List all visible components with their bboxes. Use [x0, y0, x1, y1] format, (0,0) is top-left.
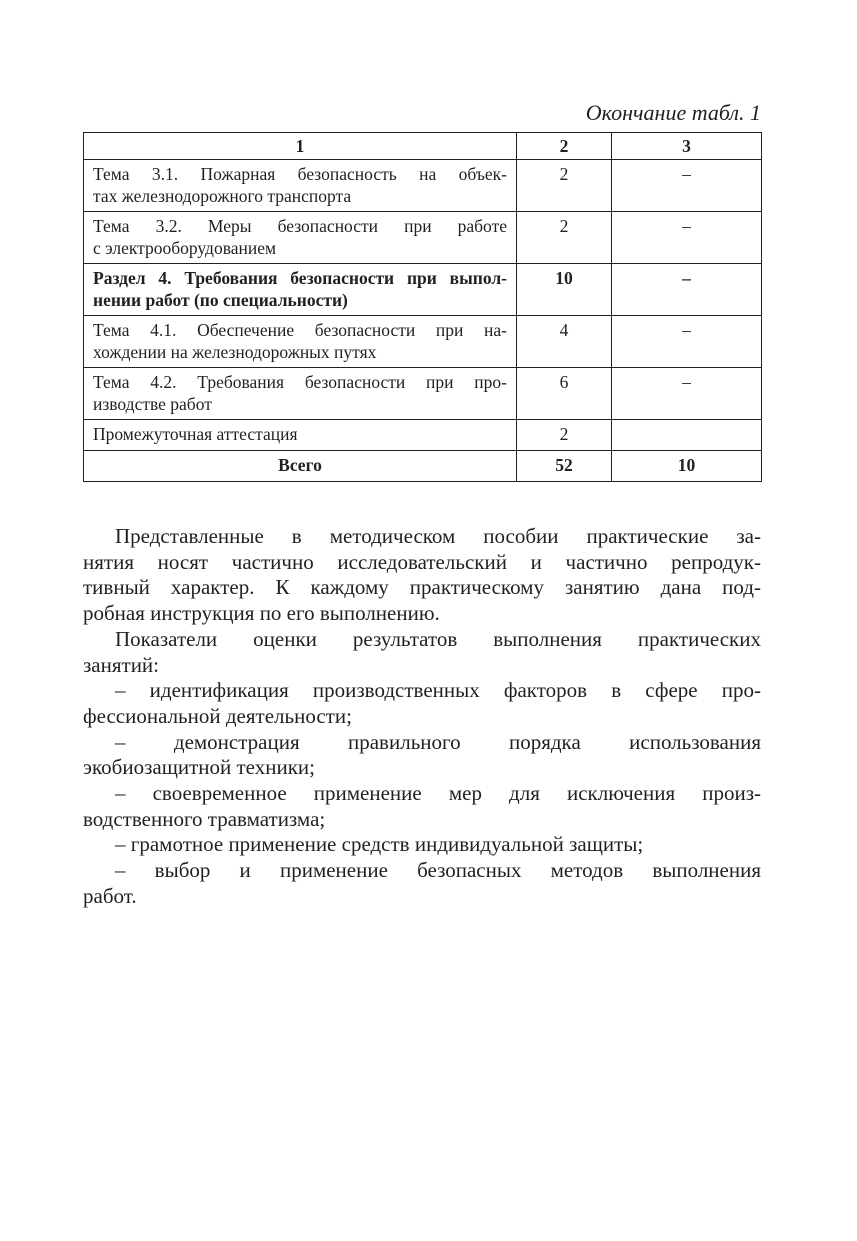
practice-hours-cell: – — [611, 211, 762, 264]
text-line: занятий: — [83, 652, 160, 677]
practice-hours-cell: – — [611, 159, 762, 212]
practice-hours-cell — [611, 419, 762, 451]
list-item: – выбор и применение безопасных методов … — [83, 858, 761, 909]
table-caption: Окончание табл. 1 — [585, 100, 761, 125]
table-row: Тема 4.2. Требования безопасности при пр… — [83, 367, 762, 420]
column-header: 1 — [83, 132, 517, 160]
cell-line: нении работ (по специальности) — [93, 290, 348, 310]
list-item: – своевременное применение мер для исклю… — [83, 781, 761, 832]
total-cell: 10 — [611, 450, 762, 482]
text-line: Представленные в методическом пособии пр… — [115, 524, 761, 548]
text-line: – своевременное применение мер для исклю… — [115, 781, 761, 806]
topic-cell: Тема 4.1. Обеспечение безопасности при н… — [83, 315, 517, 368]
text-line: фессиональной деятельности; — [83, 703, 352, 728]
text-line: – идентификация производственных факторо… — [115, 678, 761, 703]
body-text: Представленные в методическом пособии пр… — [83, 524, 761, 910]
cell-line: хождении на железнодорожных путях — [93, 342, 377, 362]
cell-line: изводстве работ — [93, 394, 212, 414]
cell-line: Тема 3.2. Меры безопасности при работе — [93, 216, 507, 236]
hours-cell: 2 — [516, 419, 612, 451]
total-cell: Всего — [83, 450, 517, 482]
text-line: Показатели оценки результатов выполнения… — [115, 626, 761, 651]
hours-cell: 4 — [516, 315, 612, 368]
list-item: – грамотное применение средств индивидуа… — [83, 832, 761, 858]
list-item: – демонстрация правильного порядка испол… — [83, 730, 761, 781]
cell-line: Раздел 4. Требования безопасности при вы… — [93, 268, 507, 288]
total-row: Всего 52 10 — [83, 450, 762, 482]
text-line: робная инструкция по его выполнению. — [83, 601, 440, 626]
table-row: Тема 3.1. Пожарная безопасность на объек… — [83, 159, 762, 212]
cell-line: Тема 3.1. Пожарная безопасность на объек… — [93, 164, 507, 184]
column-header: 2 — [516, 132, 612, 160]
text-line: – демонстрация правильного порядка испол… — [115, 729, 761, 754]
table-row: Тема 4.1. Обеспечение безопасности при н… — [83, 315, 762, 368]
text-line: водственного травматизма; — [83, 806, 326, 831]
topic-cell: Промежуточная аттестация — [83, 419, 517, 451]
text-line: – грамотное применение средств индивидуа… — [115, 832, 644, 857]
hours-cell: 10 — [516, 263, 612, 316]
practice-hours-cell: – — [611, 367, 762, 420]
text-line: нятия носят частично исследовательский и… — [83, 549, 761, 574]
text-line: экобиозащитной техники; — [83, 755, 315, 780]
topic-cell: Тема 4.2. Требования безопасности при пр… — [83, 367, 517, 420]
cell-line: с электрооборудованием — [93, 238, 277, 258]
hours-table: 1 2 3 Тема 3.1. Пожарная безопасность на… — [83, 132, 762, 482]
cell-line: Промежуточная аттестация — [93, 424, 298, 444]
table-row: Тема 3.2. Меры безопасности при работе с … — [83, 211, 762, 264]
table-row: Раздел 4. Требования безопасности при вы… — [83, 263, 762, 316]
column-header: 3 — [611, 132, 762, 160]
cell-line: Тема 4.2. Требования безопасности при пр… — [93, 372, 507, 392]
hours-cell: 2 — [516, 159, 612, 212]
text-line: тивный характер. К каждому практическому… — [83, 575, 761, 600]
paragraph: Показатели оценки результатов выполнения… — [83, 627, 761, 678]
total-cell: 52 — [516, 450, 612, 482]
paragraph: Представленные в методическом пособии пр… — [83, 524, 761, 627]
topic-cell: Раздел 4. Требования безопасности при вы… — [83, 263, 517, 316]
table-header-row: 1 2 3 — [83, 132, 762, 160]
hours-cell: 6 — [516, 367, 612, 420]
cell-line: Тема 4.1. Обеспечение безопасности при н… — [93, 320, 507, 340]
topic-cell: Тема 3.2. Меры безопасности при работе с … — [83, 211, 517, 264]
text-line: работ. — [83, 883, 137, 908]
list-item: – идентификация производственных факторо… — [83, 678, 761, 729]
practice-hours-cell: – — [611, 315, 762, 368]
text-line: – выбор и применение безопасных методов … — [115, 858, 761, 883]
cell-line: тах железнодорожного транспорта — [93, 186, 352, 206]
practice-hours-cell: – — [611, 263, 762, 316]
hours-cell: 2 — [516, 211, 612, 264]
table-row: Промежуточная аттестация 2 — [83, 419, 762, 451]
topic-cell: Тема 3.1. Пожарная безопасность на объек… — [83, 159, 517, 212]
